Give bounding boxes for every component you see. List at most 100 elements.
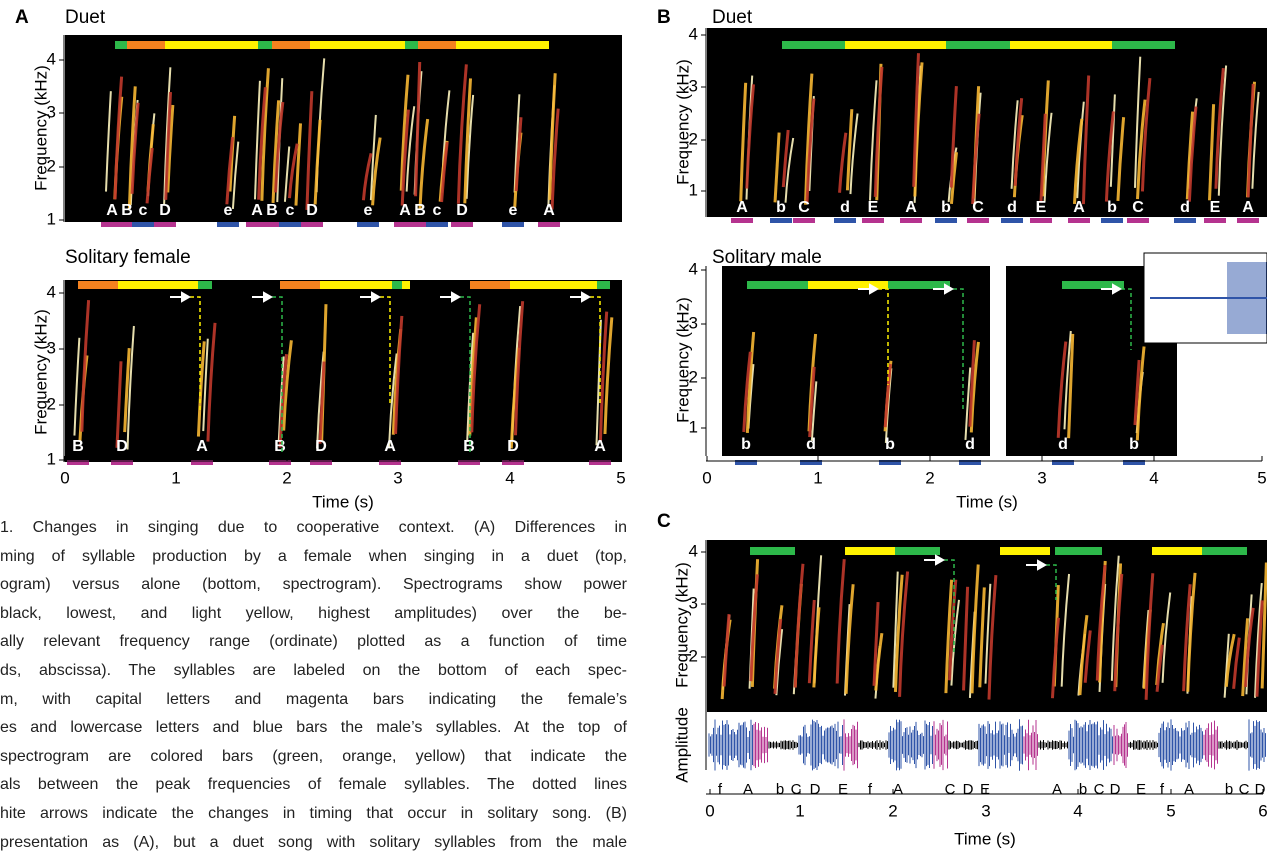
spectral-trace	[1095, 564, 1107, 681]
spectral-trace	[849, 113, 859, 195]
spectral-trace	[253, 80, 261, 200]
spectral-trace	[949, 152, 958, 204]
spectral-trace	[1185, 111, 1195, 200]
syllable-bar	[426, 222, 448, 227]
syllable-label: D	[810, 781, 821, 798]
interval-bar	[310, 41, 405, 49]
spectral-trace	[73, 337, 81, 436]
syllable-bar	[862, 218, 884, 223]
x-tick-label: 5	[616, 468, 625, 487]
syllable-bar	[116, 222, 138, 227]
caption-line: ogram) versus alone (bottom, spectrogram…	[0, 576, 627, 594]
syllable-label: D	[963, 781, 974, 798]
spectral-trace	[305, 91, 314, 211]
syllable-label: B	[414, 202, 426, 219]
spectral-trace	[742, 351, 752, 433]
x-tick-label: 5	[1166, 801, 1175, 820]
spectral-trace	[414, 61, 422, 197]
timing-guide	[190, 296, 201, 410]
panel-title: Duet	[712, 7, 753, 28]
spectral-trace	[369, 114, 377, 201]
spectral-trace	[163, 67, 172, 205]
spectral-trace	[440, 141, 449, 203]
spectral-trace	[463, 78, 473, 204]
timing-guide	[944, 559, 955, 655]
syllable-label: f	[718, 781, 723, 798]
timing-guide	[953, 288, 964, 410]
x-tick-label: 1	[813, 468, 822, 487]
caption-line: spectrogram are colored bars (green, ora…	[0, 747, 627, 765]
spectral-trace	[1144, 573, 1155, 700]
syllable-bar	[1030, 218, 1052, 223]
spectral-trace	[810, 381, 818, 441]
x-axis-label: Time (s)	[954, 829, 1016, 848]
syllable-label: D	[159, 202, 171, 219]
spectral-trace	[1083, 630, 1092, 683]
y-tick-label: 1	[689, 417, 698, 436]
spectral-trace	[1243, 607, 1255, 687]
spectral-trace	[196, 341, 206, 437]
timing-guide	[380, 296, 391, 405]
spectral-trace	[1260, 562, 1267, 689]
interval-bar	[127, 41, 165, 49]
spectral-trace	[282, 340, 293, 431]
spectral-trace	[1223, 633, 1230, 698]
interval-bar	[272, 41, 310, 49]
syllable-bar	[111, 460, 133, 465]
arrow	[933, 283, 955, 295]
spectral-trace	[130, 102, 140, 194]
syllable-bar	[1237, 218, 1259, 223]
spectral-trace	[838, 132, 848, 193]
interval-bar	[78, 281, 118, 289]
arrow	[570, 291, 592, 303]
spectral-trace	[1161, 592, 1172, 683]
spectral-trace	[550, 108, 560, 210]
spectrogram	[722, 266, 990, 456]
syllable-label: C	[972, 199, 984, 216]
spectral-trace	[1104, 111, 1115, 202]
y-tick-label: 2	[47, 394, 56, 413]
interval-bar	[747, 281, 808, 289]
spectral-trace	[978, 587, 986, 688]
syllable-label: b	[885, 436, 895, 453]
syllable-label: A	[736, 199, 748, 216]
x-tick-label: 1	[171, 468, 180, 487]
spectral-trace	[113, 76, 124, 200]
syllable-bar	[538, 222, 560, 227]
y-tick-label: 4	[47, 49, 56, 68]
syllable-bar	[191, 460, 213, 465]
spectral-trace	[283, 146, 291, 202]
syllable-label: c	[139, 202, 148, 219]
interval-bar	[845, 547, 895, 555]
spectral-trace	[964, 367, 972, 440]
syllable-bar	[269, 460, 291, 465]
arrow	[170, 291, 192, 303]
x-tick-label: 2	[888, 801, 897, 820]
spectral-trace	[969, 341, 980, 433]
x-tick-label: 4	[1149, 468, 1158, 487]
syllable-bar	[379, 460, 401, 465]
spectral-trace	[1224, 633, 1236, 687]
y-tick-label: 2	[689, 646, 698, 665]
spectral-trace	[1078, 614, 1089, 696]
spectral-trace	[277, 356, 285, 442]
arrow	[360, 291, 382, 303]
syllable-bar	[101, 222, 123, 227]
syllable-bar	[279, 222, 301, 227]
spectral-trace	[1073, 118, 1084, 205]
spectral-trace	[603, 317, 614, 435]
caption-line: 1. Changes in singing due to cooperative…	[0, 519, 627, 536]
syllable-label: d	[1180, 199, 1190, 216]
syllable-bar	[1204, 218, 1226, 223]
syllable-label: D	[315, 438, 327, 455]
syllable-label: b	[741, 436, 751, 453]
spectral-trace	[202, 338, 209, 432]
syllable-label: b	[941, 199, 951, 216]
syllable-label: A	[399, 202, 411, 219]
spectral-trace	[1060, 573, 1071, 687]
spectral-trace	[893, 574, 904, 692]
syllable-bar	[900, 218, 922, 223]
syllable-label: e	[224, 202, 233, 219]
syllable-label: C	[1239, 781, 1250, 798]
